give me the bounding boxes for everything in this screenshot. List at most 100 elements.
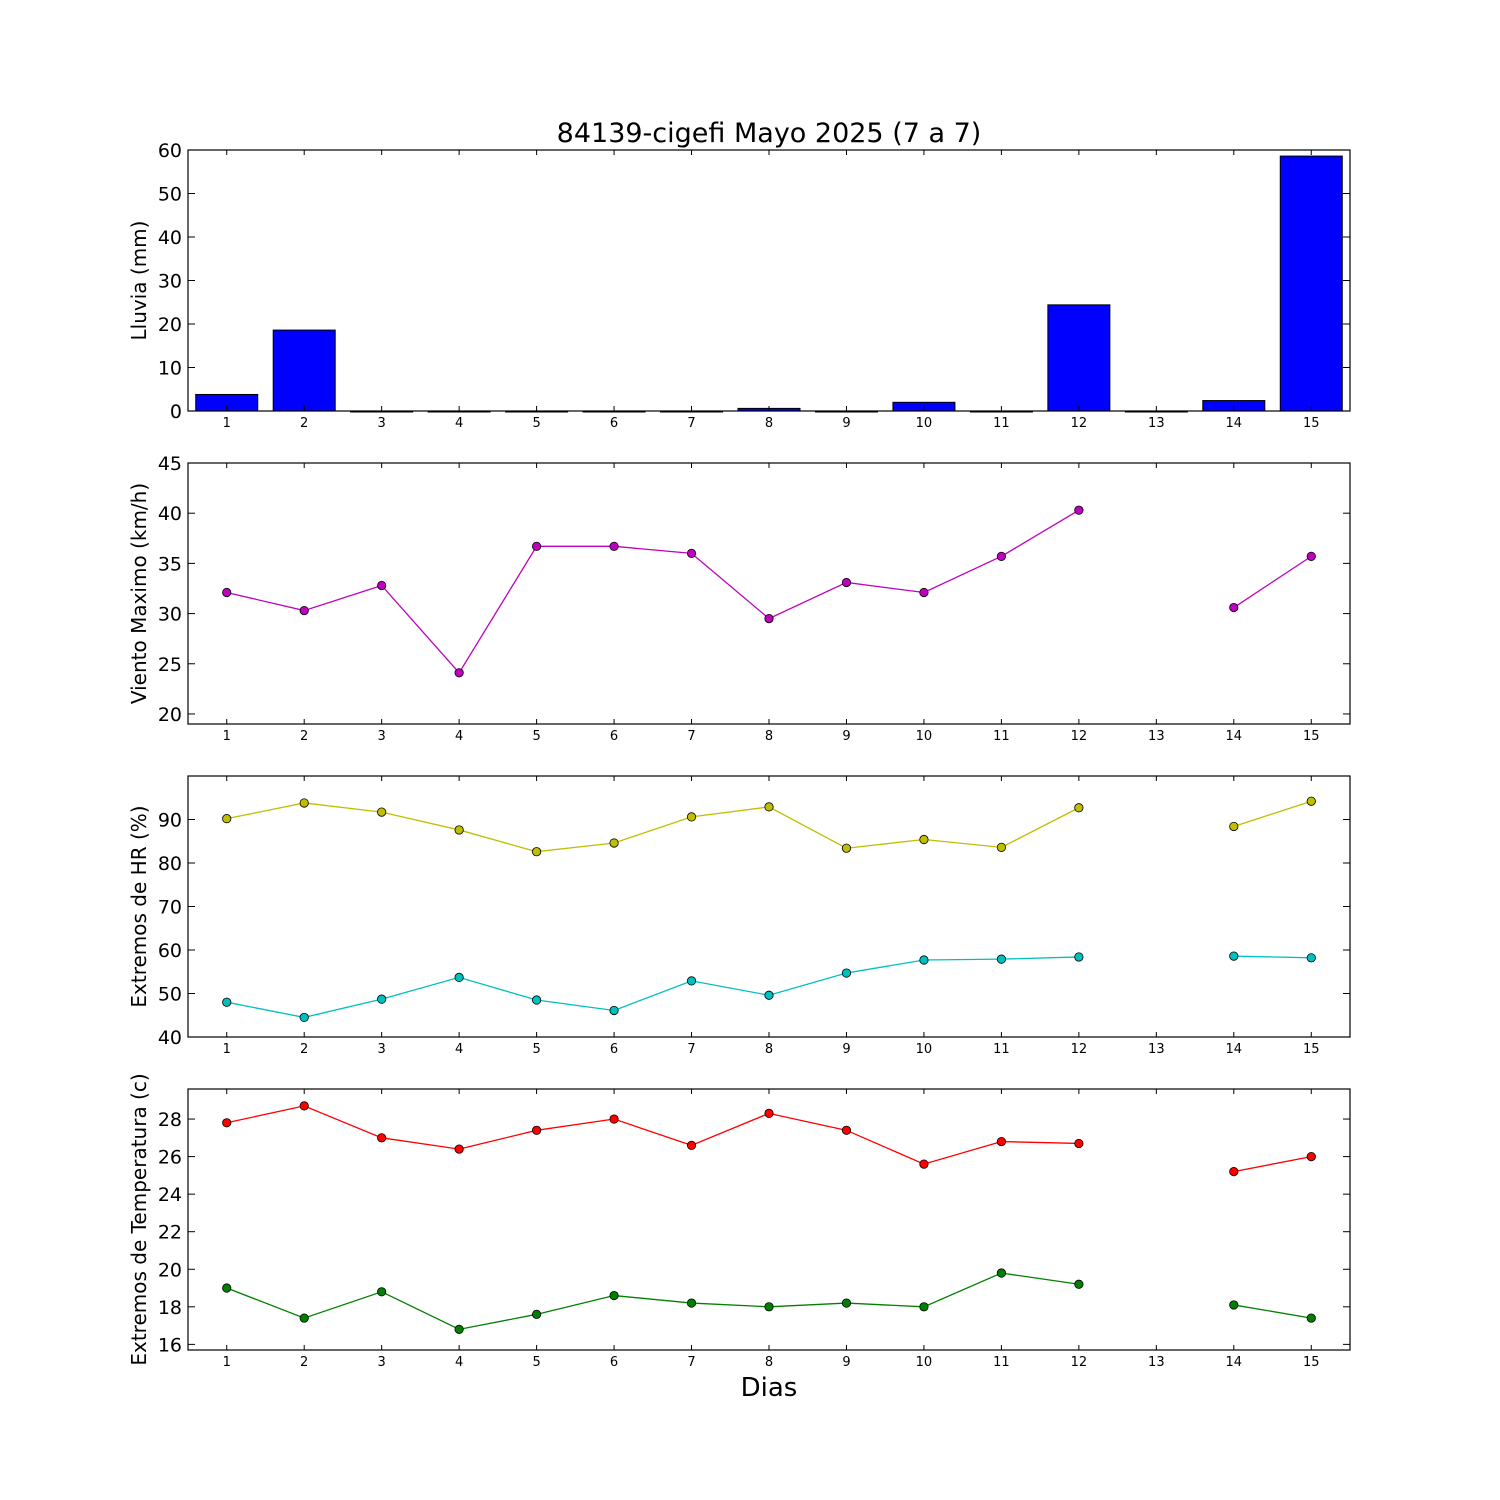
series-1-point-2 <box>299 1101 309 1111</box>
x-tick-label-5: 5 <box>532 729 540 744</box>
y-tick-label-28: 28 <box>158 1109 182 1131</box>
x-tick-label-6: 6 <box>610 1355 618 1370</box>
series-1-point-2 <box>299 798 309 808</box>
y-tick-label-24: 24 <box>158 1184 182 1206</box>
x-tick-label-13: 13 <box>1148 1042 1165 1057</box>
series-1-point-7 <box>686 812 697 822</box>
series-1-point-15 <box>1306 1151 1316 1162</box>
x-tick-label-9: 9 <box>842 416 850 431</box>
series-1-point-8 <box>764 802 774 812</box>
x-tick-label-2: 2 <box>300 1042 308 1057</box>
x-tick-label-14: 14 <box>1226 1042 1243 1057</box>
x-tick-label-9: 9 <box>842 729 850 744</box>
x-tick-label-7: 7 <box>687 1355 695 1370</box>
x-tick-label-12: 12 <box>1071 1042 1088 1057</box>
y-axis-label: Extremos de HR (%) <box>127 805 151 1007</box>
y-tick-label-22: 22 <box>158 1222 182 1244</box>
x-tick-label-15: 15 <box>1303 729 1320 744</box>
series-1-point-6 <box>609 541 619 551</box>
bar-2 <box>272 329 336 412</box>
series-1-point-9 <box>841 577 852 588</box>
x-tick-label-8: 8 <box>765 1042 773 1057</box>
x-tick-label-11: 11 <box>993 1042 1010 1057</box>
axes-frame <box>187 462 1351 725</box>
x-tick-label-6: 6 <box>610 1042 618 1057</box>
bar-12 <box>1047 304 1111 412</box>
series-2-line-1 <box>226 956 1079 1019</box>
series-1-line-1 <box>226 1105 1079 1165</box>
series-1-point-9 <box>841 843 852 853</box>
x-tick-label-11: 11 <box>993 729 1010 744</box>
x-tick-label-9: 9 <box>842 1042 850 1057</box>
series-1-line-2 <box>1233 555 1312 609</box>
x-axis-label: Dias <box>741 1373 798 1403</box>
x-tick-label-5: 5 <box>532 416 540 431</box>
y-tick-label-40: 40 <box>158 1027 182 1049</box>
series-1-point-8 <box>764 1108 774 1119</box>
series-1-point-12 <box>1074 1138 1084 1149</box>
y-tick-label-35: 35 <box>158 553 182 575</box>
x-tick-label-10: 10 <box>916 729 933 744</box>
series-2-point-4 <box>454 972 464 983</box>
series-1-point-1 <box>222 587 232 598</box>
series-1-point-7 <box>686 548 697 558</box>
y-tick-label-45: 45 <box>158 453 182 475</box>
series-2-point-8 <box>764 1302 774 1312</box>
series-2-point-12 <box>1074 1279 1084 1289</box>
y-tick-label-18: 18 <box>158 1297 182 1319</box>
series-1-point-6 <box>609 838 619 848</box>
x-tick-label-6: 6 <box>610 416 618 431</box>
x-tick-label-3: 3 <box>378 1042 386 1057</box>
series-1-point-11 <box>996 551 1007 561</box>
x-tick-label-7: 7 <box>687 416 695 431</box>
series-1-point-12 <box>1074 505 1084 515</box>
x-tick-label-11: 11 <box>993 416 1010 431</box>
y-axis-label: Lluvia (mm) <box>127 221 151 341</box>
y-axis-label: Extremos de Temperatura (c) <box>127 1073 151 1365</box>
x-tick-label-2: 2 <box>300 416 308 431</box>
series-2-point-6 <box>609 1290 619 1301</box>
series-1-point-7 <box>686 1140 697 1150</box>
x-tick-label-10: 10 <box>916 1042 933 1057</box>
x-tick-label-4: 4 <box>455 1355 463 1370</box>
panel-1: 84139-cigefi Mayo 2025 (7 a 7)1 2 3 4 5 6 7 8 9 1… <box>127 118 1351 431</box>
y-tick-label-0: 0 <box>170 401 182 423</box>
x-tick-label-3: 3 <box>378 729 386 744</box>
series-2-line-2 <box>1233 1304 1312 1319</box>
y-tick-label-20: 20 <box>158 704 182 726</box>
series-2-point-15 <box>1306 953 1316 963</box>
x-tick-label-1: 1 <box>223 1042 231 1057</box>
y-tick-label-30: 30 <box>158 271 182 293</box>
panel-2: 1 2 3 4 5 6 7 8 9 10 11 12 13 14 15202530354045Viento … <box>127 453 1351 744</box>
series-2-point-12 <box>1074 952 1084 962</box>
panel-3: 1 2 3 4 5 6 7 8 9 10 11 12 13 14 15405060708090Extremo… <box>127 775 1351 1057</box>
series-2-point-14 <box>1229 951 1239 961</box>
y-tick-label-60: 60 <box>158 940 182 962</box>
y-tick-label-25: 25 <box>158 654 182 676</box>
x-tick-label-10: 10 <box>916 416 933 431</box>
y-tick-label-50: 50 <box>158 984 182 1006</box>
x-tick-label-1: 1 <box>223 1355 231 1370</box>
series-1-point-14 <box>1229 1167 1239 1177</box>
series-2-point-11 <box>996 1268 1007 1278</box>
series-1-point-4 <box>454 1144 464 1154</box>
series-1-line-1 <box>226 802 1080 853</box>
x-tick-label-4: 4 <box>455 1042 463 1057</box>
series-1-point-9 <box>841 1125 852 1135</box>
series-1-point-2 <box>299 605 309 616</box>
y-tick-label-70: 70 <box>158 897 182 919</box>
series-1-line-2 <box>1233 1155 1312 1173</box>
series-1-point-12 <box>1074 803 1084 813</box>
x-tick-label-13: 13 <box>1148 1355 1165 1370</box>
series-2-line-2 <box>1233 955 1312 959</box>
axes-frame <box>187 149 1351 412</box>
panel-4: 1 2 3 4 5 6 7 8 9 10 11 12 13 14 1516182022242628Extre… <box>127 1073 1351 1403</box>
x-tick-label-8: 8 <box>765 729 773 744</box>
series-1-point-3 <box>377 1133 387 1143</box>
series-2-point-9 <box>841 968 852 978</box>
y-tick-label-30: 30 <box>158 604 182 626</box>
x-tick-label-3: 3 <box>378 1355 386 1370</box>
x-tick-label-13: 13 <box>1148 416 1165 431</box>
x-tick-label-12: 12 <box>1071 1355 1088 1370</box>
